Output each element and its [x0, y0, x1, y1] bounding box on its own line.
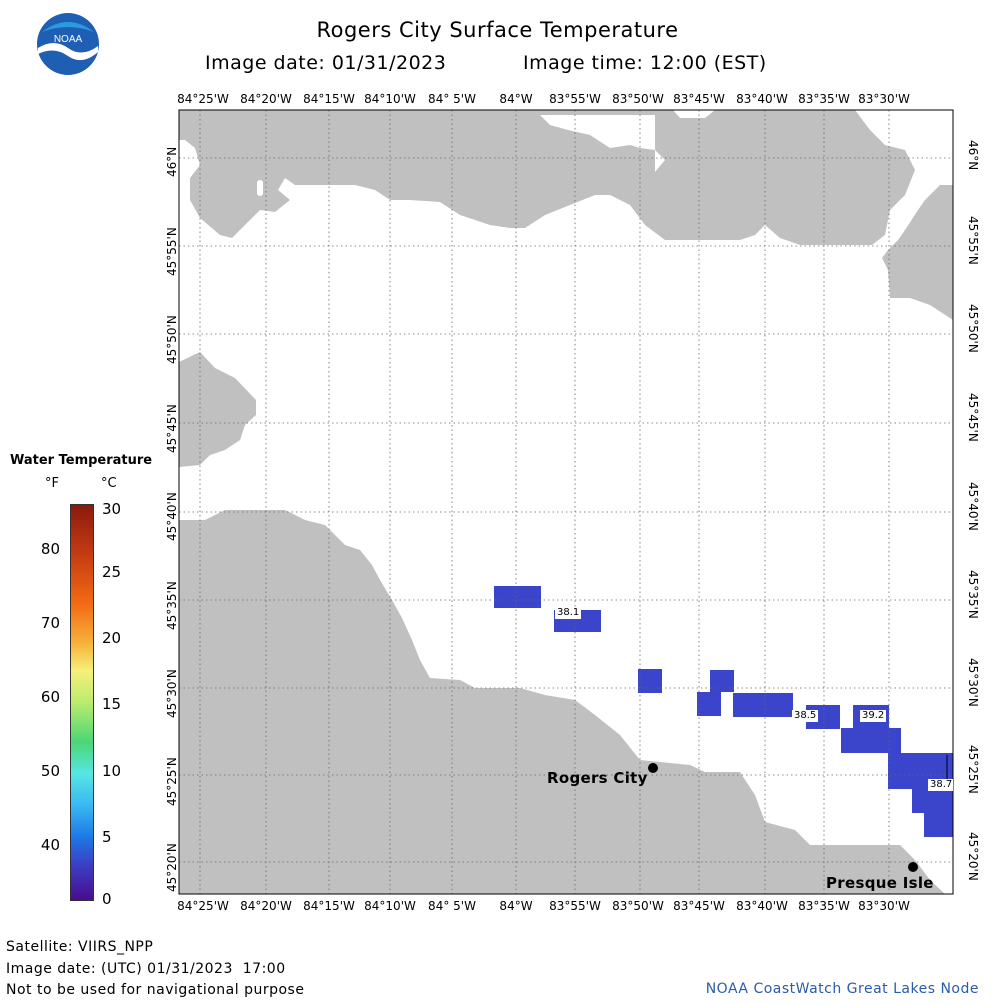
legend-tick-f: 40: [40, 836, 60, 854]
legend-tick-c: 30: [102, 500, 122, 518]
lon-label-top: 84°W: [499, 92, 533, 106]
lat-label-right: 45°50'N: [966, 304, 980, 353]
lat-label-left: 45°25'N: [165, 757, 179, 806]
land-north-main: [179, 110, 915, 245]
lon-label-top: 83°45'W: [673, 92, 725, 106]
lat-label-right: 45°35'N: [966, 570, 980, 619]
lon-label-bottom: 84°W: [499, 899, 533, 913]
bay-notch: [540, 115, 665, 172]
small-lake: [257, 180, 263, 196]
lon-label-bottom: 83°40'W: [736, 899, 788, 913]
lon-label-top: 84°25'W: [177, 92, 229, 106]
utc-date-info: Image date: (UTC) 01/31/2023 17:00: [6, 961, 286, 977]
lon-label-bottom: 83°50'W: [612, 899, 664, 913]
map-frame: [178, 109, 954, 895]
lon-label-bottom: 84°10'W: [364, 899, 416, 913]
graticule: [179, 110, 953, 894]
lon-label-top: 84°20'W: [240, 92, 292, 106]
lon-label-bottom: 83°45'W: [673, 899, 725, 913]
lat-label-right: 45°40'N: [966, 482, 980, 531]
lon-label-bottom: 83°35'W: [798, 899, 850, 913]
lon-label-bottom: 84°25'W: [177, 899, 229, 913]
lat-label-right: 45°45'N: [966, 393, 980, 442]
rogers-city-label: Rogers City: [547, 769, 648, 787]
lat-label-left: 46°N: [165, 146, 179, 177]
lat-label-right: 45°55'N: [966, 216, 980, 265]
presque-isle-marker: [908, 862, 918, 872]
legend-color-bar: [70, 504, 94, 901]
navigation-disclaimer: Not to be used for navigational purpose: [6, 982, 305, 998]
lat-label-left: 45°35'N: [165, 581, 179, 630]
legend-tick-c: 5: [102, 828, 112, 846]
noaa-logo: NOAA: [37, 13, 99, 75]
satellite-info: Satellite: VIIRS_NPP: [6, 939, 154, 955]
lat-label-right: 46°N: [966, 140, 980, 171]
legend-unit-f: °F: [45, 476, 59, 491]
lat-label-right: 45°20'N: [966, 832, 980, 881]
image-date: Image date: 01/31/2023: [205, 52, 447, 74]
temperature-cells: [494, 586, 953, 837]
lon-label-bottom: 83°30'W: [858, 899, 910, 913]
lon-label-top: 83°30'W: [858, 92, 910, 106]
temperature-label: 38.5: [792, 710, 819, 722]
land-south-shore: [179, 510, 945, 894]
legend-tick-c: 25: [102, 563, 122, 581]
legend-tick-f: 70: [40, 614, 60, 632]
temperature-label: 39.2: [860, 710, 887, 722]
legend-tick-c: 10: [102, 762, 122, 780]
lon-label-top: 83°55'W: [549, 92, 601, 106]
lon-label-top: 83°40'W: [736, 92, 788, 106]
land-island-west: [179, 352, 256, 467]
presque-isle-label: Presque Isle: [826, 874, 934, 892]
legend-tick-c: 20: [102, 629, 122, 647]
rogers-city-marker: [648, 763, 658, 773]
source-credit: NOAA CoastWatch Great Lakes Node: [705, 981, 979, 997]
lat-label-right: 45°30'N: [966, 658, 980, 707]
legend-tick-c: 15: [102, 695, 122, 713]
lat-label-left: 45°20'N: [165, 843, 179, 892]
lon-label-bottom: 84°15'W: [303, 899, 355, 913]
lat-label-left: 45°50'N: [165, 315, 179, 364]
image-time: Image time: 12:00 (EST): [523, 52, 767, 74]
lon-label-top: 83°35'W: [798, 92, 850, 106]
noaa-logo-text: NOAA: [54, 34, 83, 45]
lon-label-top: 84°15'W: [303, 92, 355, 106]
lat-label-left: 45°45'N: [165, 404, 179, 453]
water-gap: [673, 110, 712, 116]
lon-label-bottom: 84° 5'W: [428, 899, 476, 913]
lon-label-bottom: 83°55'W: [549, 899, 601, 913]
legend-tick-f: 80: [40, 540, 60, 558]
legend-tick-f: 50: [40, 762, 60, 780]
lon-label-top: 84° 5'W: [428, 92, 476, 106]
temperature-label: 38.7: [928, 779, 953, 791]
map-title: Rogers City Surface Temperature: [316, 18, 679, 42]
lon-label-top: 83°50'W: [612, 92, 664, 106]
lat-label-right: 45°25'N: [966, 745, 980, 794]
lon-label-bottom: 84°20'W: [240, 899, 292, 913]
legend-tick-c: 0: [102, 890, 112, 908]
legend-unit-c: °C: [101, 476, 117, 491]
legend-tick-f: 60: [40, 688, 60, 706]
lat-label-left: 45°30'N: [165, 669, 179, 718]
lat-label-left: 45°55'N: [165, 227, 179, 276]
legend-title: Water Temperature: [10, 453, 153, 468]
temperature-label: 38.1: [555, 607, 582, 619]
lat-label-left: 45°40'N: [165, 492, 179, 541]
lon-label-top: 84°10'W: [364, 92, 416, 106]
